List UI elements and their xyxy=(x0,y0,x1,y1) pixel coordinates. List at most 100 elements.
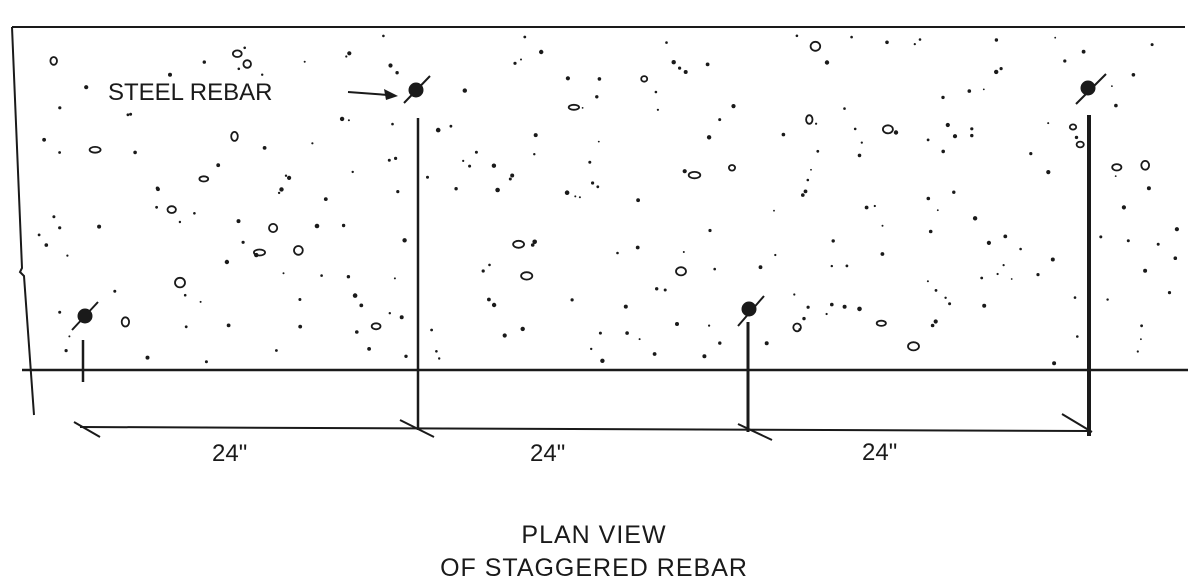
aggregate-dot xyxy=(824,60,830,65)
aggregate-dot xyxy=(1099,235,1103,239)
aggregate-dot xyxy=(986,240,992,245)
aggregate-dot xyxy=(58,151,61,154)
aggregate-dot xyxy=(282,272,285,275)
aggregate-texture xyxy=(37,34,1179,366)
aggregate-dot xyxy=(1136,350,1139,353)
aggregate-dot xyxy=(636,198,640,203)
aggregate-dot xyxy=(857,153,862,158)
aggregate-dot xyxy=(1150,43,1154,47)
dimension-tick-2 xyxy=(399,419,435,438)
aggregate-dot xyxy=(758,265,763,270)
aggregate-dot xyxy=(44,243,49,247)
aggregate-dot xyxy=(168,72,172,77)
aggregate-stone xyxy=(567,103,581,111)
aggregate-dot xyxy=(705,62,710,67)
aggregate-dot xyxy=(994,38,999,42)
aggregate-dot xyxy=(204,360,208,364)
aggregate-dot xyxy=(64,349,68,353)
aggregate-dot xyxy=(702,354,707,359)
aggregate-dot xyxy=(810,168,812,171)
aggregate-dot xyxy=(944,296,947,299)
aggregate-dot xyxy=(994,69,999,75)
aggregate-dot xyxy=(1050,257,1055,262)
aggregate-dot xyxy=(58,106,62,110)
aggregate-stone xyxy=(809,40,822,52)
aggregate-dot xyxy=(616,251,619,255)
aggregate-dot xyxy=(1081,49,1086,54)
aggregate-dot xyxy=(129,112,133,116)
aggregate-dot xyxy=(635,245,640,250)
aggregate-dot xyxy=(623,304,628,309)
aggregate-dot xyxy=(402,238,407,243)
aggregate-dot xyxy=(665,41,668,44)
aggregate-dot xyxy=(893,130,899,135)
dimension-tick-4 xyxy=(1061,413,1093,433)
aggregate-dot xyxy=(243,46,246,50)
aggregate-dot xyxy=(462,88,467,93)
aggregate-stone xyxy=(174,276,186,289)
aggregate-dot xyxy=(933,319,938,324)
aggregate-dot xyxy=(591,181,595,185)
aggregate-dot xyxy=(980,276,984,280)
aggregate-dot xyxy=(320,274,323,277)
aggregate-dot xyxy=(462,159,465,162)
aggregate-dot xyxy=(952,190,956,194)
aggregate-stone xyxy=(293,245,304,256)
aggregate-dot xyxy=(1047,122,1050,125)
aggregate-dot xyxy=(652,352,657,356)
aggregate-dot xyxy=(1029,152,1033,156)
aggregate-dot xyxy=(1036,273,1040,277)
aggregate-stone xyxy=(166,205,177,214)
aggregate-dot xyxy=(345,55,348,58)
aggregate-dot xyxy=(145,355,150,360)
plan-view-drawing: STEEL REBAR 24" 24" 24" xyxy=(11,26,1188,467)
aggregate-dot xyxy=(845,264,849,268)
aggregate-dot xyxy=(918,38,922,41)
spacing-label-3: 24" xyxy=(862,439,897,466)
aggregate-dot xyxy=(388,63,393,68)
aggregate-dot xyxy=(346,275,351,279)
aggregate-dot xyxy=(1063,59,1067,63)
aggregate-dot xyxy=(178,220,182,224)
aggregate-dot xyxy=(803,189,808,194)
aggregate-dot xyxy=(806,305,810,309)
aggregate-dot xyxy=(654,90,658,94)
aggregate-dot xyxy=(857,306,862,312)
aggregate-dot xyxy=(454,187,458,191)
aggregate-dot xyxy=(853,127,857,131)
aggregate-stone xyxy=(1140,160,1150,171)
aggregate-dot xyxy=(830,302,834,307)
aggregate-stone xyxy=(252,248,266,257)
aggregate-dot xyxy=(399,315,404,320)
aggregate-dot xyxy=(578,196,581,199)
aggregate-dot xyxy=(1074,135,1079,140)
caption-line-1: PLAN VIEW xyxy=(521,521,667,549)
aggregate-stone xyxy=(242,59,252,69)
aggregate-dot xyxy=(970,133,974,138)
aggregate-dot xyxy=(323,197,328,202)
aggregate-dot xyxy=(1052,361,1057,366)
aggregate-dot xyxy=(435,127,441,133)
aggregate-dot xyxy=(671,60,676,65)
aggregate-stone xyxy=(805,114,814,125)
aggregate-dot xyxy=(491,302,497,308)
rebar-callout-label: STEEL REBAR xyxy=(108,79,273,106)
aggregate-dot xyxy=(474,150,478,154)
aggregate-dot xyxy=(1173,256,1178,261)
aggregate-dot xyxy=(530,243,535,247)
aggregate-dot xyxy=(533,153,536,156)
aggregate-dot xyxy=(815,122,818,125)
aggregate-stone xyxy=(792,322,802,333)
aggregate-dot xyxy=(468,164,472,168)
aggregate-dot xyxy=(873,204,876,208)
dimension-tick-3 xyxy=(737,423,773,441)
aggregate-stone xyxy=(1111,163,1123,172)
aggregate-dot xyxy=(533,133,538,138)
rebar-group xyxy=(71,73,1107,436)
aggregate-dot xyxy=(395,71,399,75)
aggregate-dot xyxy=(352,293,358,298)
aggregate-dot xyxy=(880,252,885,256)
aggregate-dot xyxy=(394,156,398,160)
aggregate-dot xyxy=(816,149,820,153)
aggregate-dot xyxy=(339,116,345,122)
